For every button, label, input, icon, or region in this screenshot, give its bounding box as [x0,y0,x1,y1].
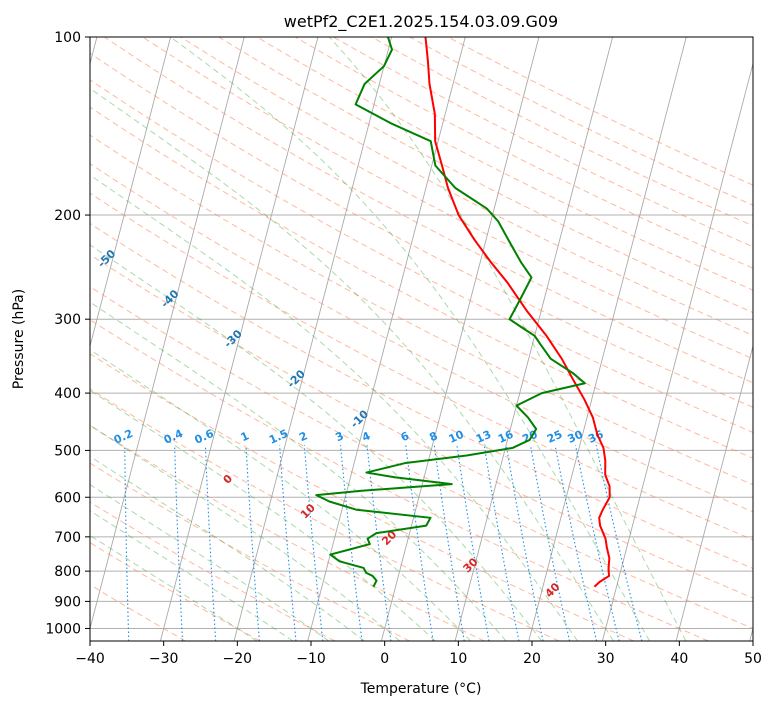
dry-adiabat-line [90,106,753,459]
temperature-profile-line [424,37,611,588]
dry-adiabat-line [90,388,560,641]
x-tick-label: 0 [380,651,389,667]
mixing-ratio-label: 10 [447,428,467,446]
y-tick-label: 600 [54,490,81,506]
y-tick-label: 100 [54,30,81,46]
dry-adiabat-line [256,37,753,291]
dry-adiabat-line [90,319,709,641]
y-tick-label: 900 [54,594,81,610]
mixing-ratio-label: 13 [474,428,493,446]
x-tick-label: −20 [223,651,253,667]
dry-adiabat-line [90,286,753,630]
background-lines [90,37,753,641]
mixing-ratio-line [339,445,363,641]
x-tick-label: −40 [75,651,105,667]
dry-adiabat-line [90,222,753,570]
dry-adiabat-line [90,424,485,641]
isotherm-line [380,37,540,641]
dry-adiabat-line [90,254,753,599]
isotherm-line [90,37,172,348]
mixing-ratio-line [433,445,465,641]
x-tick-label: 10 [449,651,467,667]
isotherm-line [528,37,687,641]
isotherm-line [307,37,466,641]
profile-lines [315,37,611,588]
x-tick-label: −10 [296,651,326,667]
isotherm-line [601,61,753,641]
mixing-ratio-label: 25 [545,428,564,446]
x-axis-label: Temperature (°C) [360,681,482,697]
moist-adiabat-line [90,424,401,641]
mixing-ratio-line [595,445,643,641]
x-tick-label: 40 [670,651,688,667]
dry-adiabat-line [90,353,634,641]
dry-adiabat-line [90,462,410,641]
mixing-ratio-label: 30 [566,428,586,446]
y-axis-label: Pressure (hPa) [11,289,27,389]
dry-adiabat-line [90,584,186,641]
dewpoint-profile-line [315,37,586,588]
x-tick-label: 50 [744,651,762,667]
mixing-ratio-line [405,445,434,641]
moist-adiabat-line [90,484,330,641]
isotherm-line [159,37,319,641]
axis-ticks: −40 −30 −20 −10 0 10 20 30 40 50 100 200 300 400 500 60… [45,30,762,667]
dry-adiabat-line [90,134,753,486]
plot-frame [89,36,754,642]
y-tick-label: 500 [54,443,81,459]
dry-adiabat-line [103,37,753,384]
chart-title: wetPf2_C2E1.2025.154.03.09.G09 [284,12,558,32]
moist-adiabat-line [90,349,471,641]
dry-adiabat-line [218,37,753,314]
x-tick-label: 20 [523,651,541,667]
dry-adiabat-line [142,37,753,360]
y-tick-label: 1000 [45,621,81,637]
mixing-ratio-line [279,445,297,641]
mixing-ratio-label: 16 [496,428,516,446]
y-tick-label: 400 [54,386,81,402]
moist-adiabat-line [90,455,365,641]
mixing-ratio-line [483,445,520,641]
mixing-ratio-line [303,445,324,641]
mixing-ratio-line [456,445,490,641]
isotherm-line [454,37,614,641]
y-tick-label: 800 [54,564,81,580]
moist-adiabat-line [170,37,651,641]
moist-adiabat-line [328,37,687,641]
mixing-ratio-line [575,445,620,641]
mixing-ratio-line [554,445,598,641]
isotherm-line [233,37,393,641]
isotherm-line [675,344,753,641]
y-tick-label: 700 [54,530,81,546]
moist-adiabat-line [90,389,436,641]
y-tick-label: 300 [54,312,81,328]
x-tick-label: 30 [597,651,615,667]
mixing-ratio-line [505,445,544,641]
mixing-ratio-line [529,445,571,641]
y-tick-label: 200 [54,208,81,224]
x-tick-label: −30 [149,651,179,667]
isotherm-line [90,37,245,631]
